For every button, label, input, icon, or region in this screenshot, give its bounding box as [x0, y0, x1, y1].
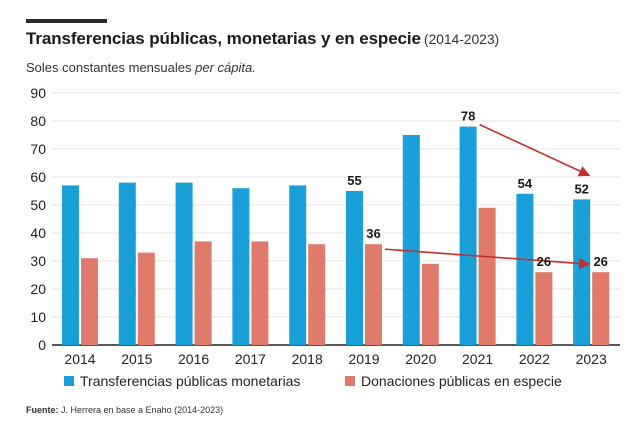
x-tick-label: 2019	[348, 351, 379, 367]
chart-title-text: Transferencias públicas, monetarias y en…	[26, 29, 421, 48]
x-tick-label: 2022	[519, 351, 550, 367]
bar-especie	[308, 244, 326, 345]
y-tick-label: 50	[30, 197, 46, 213]
chart-title-period: (2014-2023)	[423, 31, 500, 47]
x-tick-label: 2020	[405, 351, 436, 367]
y-tick-label: 40	[30, 225, 46, 241]
bar-monetarias	[175, 182, 193, 345]
bar-especie	[535, 272, 553, 345]
title-accent-bar	[26, 19, 107, 23]
y-tick-label: 20	[30, 281, 46, 297]
legend-label: Transferencias públicas monetarias	[80, 373, 300, 389]
source-label: Fuente:	[26, 405, 59, 415]
x-tick-label: 2023	[576, 351, 607, 367]
bar-monetarias	[232, 188, 250, 345]
bar-monetarias	[289, 185, 307, 345]
legend-label: Donaciones públicas en especie	[361, 373, 562, 389]
x-tick-label: 2017	[235, 351, 266, 367]
bar-especie	[592, 272, 610, 345]
y-tick-label: 60	[30, 169, 46, 185]
bar-monetarias	[62, 185, 79, 345]
bar-monetarias	[459, 126, 477, 345]
trend-arrow	[479, 123, 591, 177]
bar-especie	[194, 241, 212, 345]
bar-monetarias	[346, 191, 363, 345]
x-tick-label: 2018	[292, 351, 323, 367]
trend-arrow	[384, 248, 591, 270]
chart-subtitle-text: Soles constantes mensuales	[26, 60, 192, 75]
x-tick-label: 2015	[121, 351, 152, 367]
x-tick-label: 2014	[64, 351, 95, 367]
data-label: 26	[537, 254, 551, 269]
source-note: Fuente: J. Herrera en base a Enaho (2014…	[26, 405, 223, 415]
legend-swatch	[345, 376, 355, 386]
legend-swatch	[64, 376, 74, 386]
data-label: 55	[347, 173, 361, 188]
data-label: 26	[593, 254, 607, 269]
data-label: 78	[461, 109, 475, 124]
bar-especie	[421, 263, 439, 345]
bar-especie	[478, 207, 496, 345]
data-label: 36	[366, 226, 380, 241]
bar-monetarias	[516, 193, 534, 345]
y-tick-label: 70	[30, 141, 46, 157]
y-tick-label: 0	[38, 337, 46, 353]
chart-subtitle-italic: per cápita.	[195, 60, 256, 75]
bar-especie	[251, 241, 269, 345]
y-tick-label: 30	[30, 253, 46, 269]
x-tick-label: 2021	[462, 351, 493, 367]
data-label: 54	[518, 176, 533, 191]
source-text: J. Herrera en base a Enaho (2014-2023)	[61, 405, 224, 415]
bar-especie	[81, 258, 98, 345]
bar-monetarias	[402, 135, 420, 345]
chart-title: Transferencias públicas, monetarias y en…	[26, 29, 499, 49]
y-tick-label: 80	[30, 113, 46, 129]
bar-especie	[365, 244, 382, 345]
bar-monetarias	[573, 199, 591, 345]
bar-monetarias	[118, 182, 136, 345]
y-tick-label: 90	[30, 85, 46, 101]
chart-subtitle: Soles constantes mensuales per cápita.	[26, 60, 256, 75]
y-tick-label: 10	[30, 309, 46, 325]
bar-especie	[137, 252, 155, 345]
data-label: 52	[574, 181, 588, 196]
x-tick-label: 2016	[178, 351, 209, 367]
